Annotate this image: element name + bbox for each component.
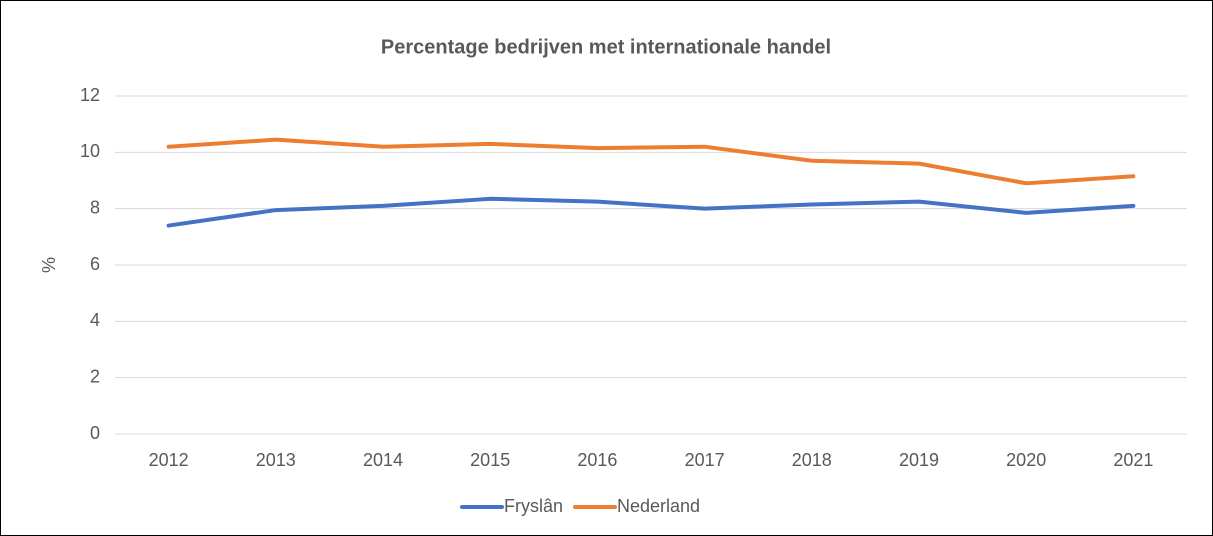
y-tick-label: 10: [80, 141, 100, 161]
x-tick-label: 2018: [792, 450, 832, 470]
y-tick-label: 4: [90, 310, 100, 330]
x-tick-label: 2014: [363, 450, 403, 470]
y-axis-label: %: [39, 257, 59, 273]
y-tick-label: 6: [90, 254, 100, 274]
x-tick-label: 2013: [256, 450, 296, 470]
y-tick-label: 12: [80, 85, 100, 105]
x-tick-label: 2019: [899, 450, 939, 470]
legend-label: Fryslân: [504, 496, 563, 516]
x-tick-label: 2017: [685, 450, 725, 470]
x-tick-label: 2021: [1113, 450, 1153, 470]
y-tick-label: 8: [90, 197, 100, 217]
chart-title: Percentage bedrijven met internationale …: [381, 36, 831, 58]
line-series: [166, 137, 1136, 186]
line-series: [166, 196, 1136, 228]
x-tick-label: 2016: [577, 450, 617, 470]
x-tick-label: 2015: [470, 450, 510, 470]
legend-label: Nederland: [617, 496, 700, 516]
x-tick-label: 2012: [149, 450, 189, 470]
y-tick-label: 2: [90, 366, 100, 386]
y-tick-label: 0: [90, 423, 100, 443]
x-tick-label: 2020: [1006, 450, 1046, 470]
